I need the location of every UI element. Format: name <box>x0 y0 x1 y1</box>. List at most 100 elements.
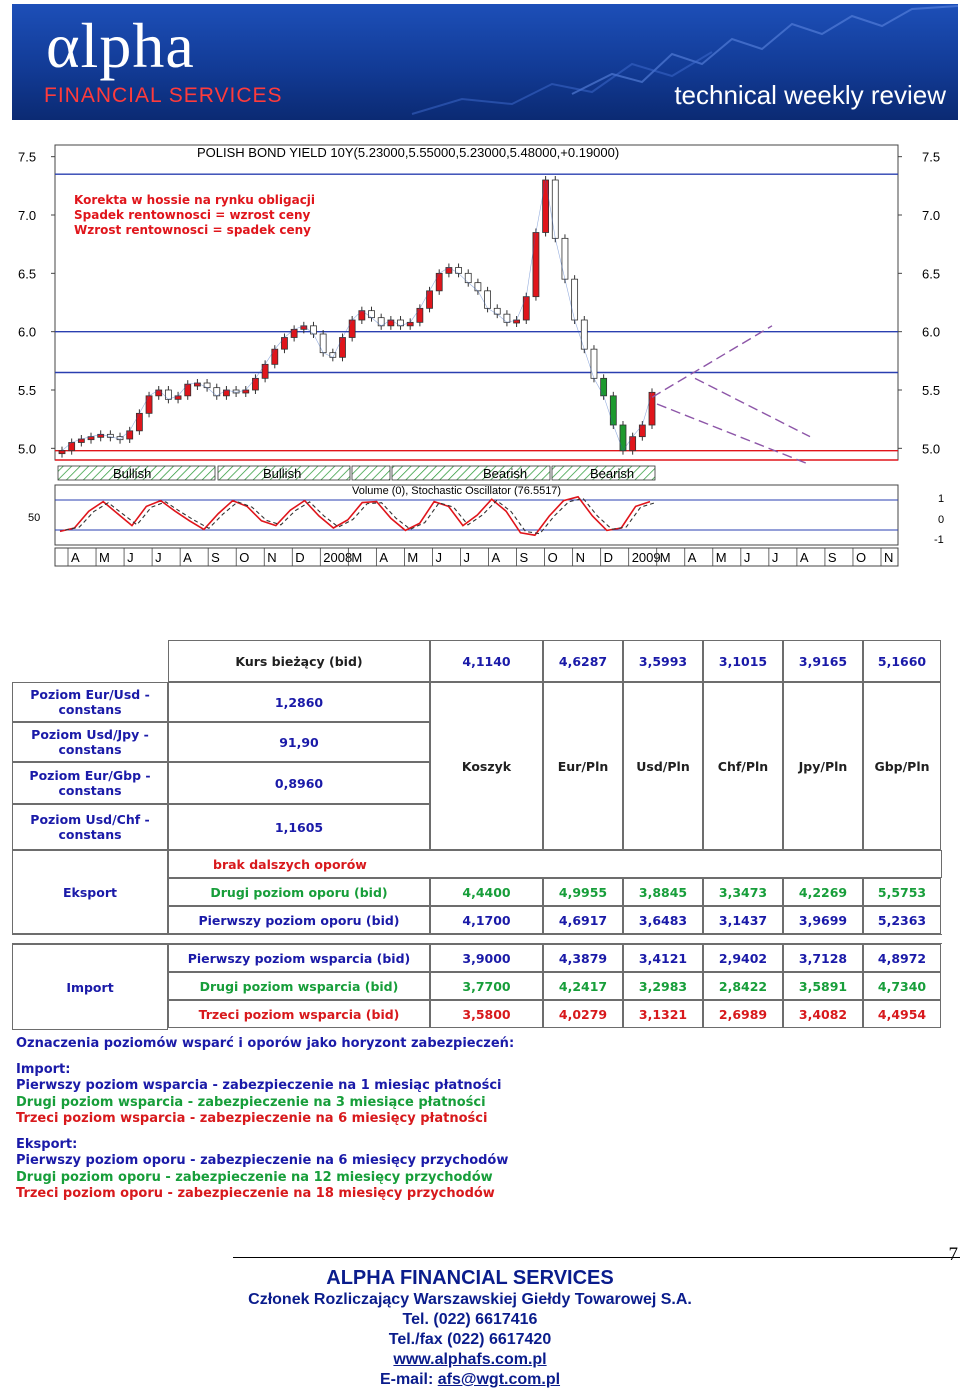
x-tick-label: O <box>548 550 558 565</box>
constant-label-eurgbp: Poziom Eur/Gbp - constans <box>12 762 168 804</box>
x-tick-label: A <box>183 550 192 565</box>
current-value-eur: 4,6287 <box>543 640 623 682</box>
page-number: 7 <box>948 1244 959 1265</box>
report-tagline: technical weekly review <box>674 80 946 110</box>
level-row-value: 4,4400 <box>430 878 543 906</box>
level-row-label: Drugi poziom oporu (bid) <box>168 878 430 906</box>
x-tick-label: J <box>772 550 779 565</box>
x-tick-label: J <box>435 550 442 565</box>
projection-upper-down <box>694 377 811 438</box>
constant-label-line2: constans <box>58 783 122 798</box>
x-tick-label: M <box>351 550 362 565</box>
current-value-koszyk: 4,1140 <box>430 640 543 682</box>
y-tick-right: 7.0 <box>922 208 940 223</box>
x-tick-label: A <box>379 550 388 565</box>
indicator-right-tick-neg1: -1 <box>934 534 944 546</box>
constant-value-usdjpy: 91,90 <box>168 722 430 762</box>
legend-export-line-2: Drugi poziom oporu - zabezpieczenie na 1… <box>16 1169 493 1185</box>
y-tick-left: 5.0 <box>18 441 36 456</box>
candle-body <box>561 237 569 280</box>
candle-body <box>445 267 453 274</box>
candle-body <box>281 337 288 350</box>
footer-website-link[interactable]: www.alphafs.com.pl <box>393 1351 547 1368</box>
constant-label-line1: Poziom Eur/Gbp - <box>29 768 151 783</box>
footer-email-link[interactable]: afs@wgt.com.pl <box>437 1371 561 1388</box>
footer-company: ALPHA FINANCIAL SERVICES <box>326 1267 614 1289</box>
footer-tel: Tel. (022) 6617416 <box>402 1311 538 1328</box>
indicator-bar-segment <box>351 465 391 481</box>
indicator-bar-label: Bearish <box>483 466 527 481</box>
footer: ALPHA FINANCIAL SERVICES Członek Rozlicz… <box>0 1266 940 1390</box>
indicator-title: Volume (0), Stochastic Oscillator (76.55… <box>352 485 561 497</box>
stochastic-k-line <box>59 495 651 537</box>
legend-import-line-1: Pierwszy poziom wsparcia - zabezpieczeni… <box>16 1078 502 1093</box>
indicator-bar-label: Bearish <box>590 466 634 481</box>
candle-body <box>522 296 530 321</box>
candle-body <box>455 267 462 274</box>
indicator-right-tick-1: 1 <box>938 493 944 505</box>
level-row-value: 3,4082 <box>783 1000 863 1028</box>
candle-body <box>609 395 617 426</box>
constant-label-line2: constans <box>58 742 122 757</box>
level-row-value: 3,3473 <box>703 878 783 906</box>
x-tick-label: J <box>127 550 134 565</box>
candle-body <box>164 389 172 400</box>
level-row-value: 3,9699 <box>783 906 863 934</box>
candle-body <box>590 348 598 379</box>
indicator-bar-segment <box>391 465 551 481</box>
x-tick-label: D <box>604 550 613 565</box>
legend-import-title: Import: <box>16 1061 71 1077</box>
constant-label-line2: constans <box>58 827 122 842</box>
x-tick-label: M <box>716 550 727 565</box>
x-tick-label: M <box>99 550 110 565</box>
footer-fax: Tel./fax (022) 6617420 <box>388 1331 552 1348</box>
level-row-value: 4,7340 <box>863 972 941 1000</box>
candle-body <box>580 319 588 350</box>
banner-chart-graphic <box>411 5 958 115</box>
x-tick-label: 2009 <box>632 550 661 565</box>
x-tick-label: S <box>211 550 220 565</box>
legend-export-line-3: Trzeci poziom oporu - zabezpieczenie na … <box>16 1186 495 1201</box>
currency-koszyk: Koszyk <box>430 682 543 850</box>
x-tick-label: A <box>492 550 501 565</box>
x-tick-label: N <box>576 550 585 565</box>
level-row-value: 3,7700 <box>430 972 543 1000</box>
x-tick-label: A <box>800 550 809 565</box>
y-tick-right: 7.5 <box>922 150 940 165</box>
import-label: Import <box>12 944 168 1030</box>
level-row-value: 3,7128 <box>783 944 863 972</box>
level-row-value: 3,5891 <box>783 972 863 1000</box>
level-row-value: 4,6917 <box>543 906 623 934</box>
legend-export-title: Eksport: <box>16 1136 78 1152</box>
candle-body <box>252 377 259 391</box>
current-rate-header: Kurs bieżący (bid) <box>168 640 430 682</box>
candle-body <box>319 333 327 354</box>
footer-email-prefix: E-mail: <box>379 1371 438 1388</box>
candle-body <box>493 307 501 315</box>
candle-body <box>484 290 491 309</box>
x-tick-label: O <box>239 550 249 565</box>
x-tick-label: S <box>520 550 529 565</box>
level-row-value: 4,2417 <box>543 972 623 1000</box>
current-value-jpy: 3,9165 <box>783 640 863 682</box>
levels-legend: Oznaczenia poziomów wsparć i oporów jako… <box>16 1036 514 1203</box>
candle-body <box>387 319 395 327</box>
candle-body <box>58 450 66 455</box>
level-row-label: Drugi poziom wsparcia (bid) <box>168 972 430 1000</box>
y-tick-right: 5.0 <box>922 441 940 456</box>
no-resistance-label: brak dalszych oporów <box>168 850 942 878</box>
indicator-bar-segment <box>551 465 656 481</box>
candle-body <box>271 348 279 365</box>
candle-body <box>126 430 134 440</box>
candle-body <box>571 278 579 321</box>
level-row-label: Pierwszy poziom wsparcia (bid) <box>168 944 430 972</box>
candle-body <box>435 272 443 292</box>
x-tick-label: A <box>688 550 697 565</box>
candle-body <box>261 363 269 379</box>
level-row-value: 2,6989 <box>703 1000 783 1028</box>
constant-label-usdchf: Poziom Usd/Chf - constans <box>12 804 168 850</box>
x-tick-label: A <box>71 550 80 565</box>
candle-body <box>339 337 346 358</box>
header-banner: αlpha FINANCIAL SERVICES technical weekl… <box>12 4 958 120</box>
x-tick-label: 2008 <box>323 550 352 565</box>
